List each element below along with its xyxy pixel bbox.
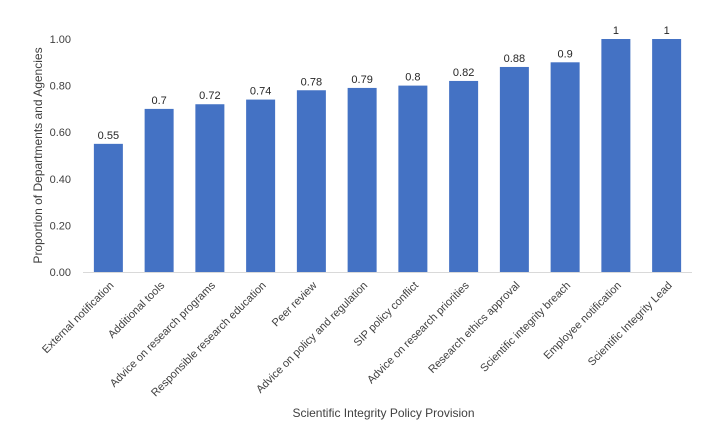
y-tick-label: 0.80: [50, 81, 71, 93]
category-label: Advice on research programs: [108, 279, 218, 389]
bar: [195, 104, 225, 273]
bar: [499, 66, 529, 273]
y-tick-label: 0.60: [50, 127, 71, 139]
category-label: External notification: [40, 280, 116, 356]
bar: [449, 80, 479, 272]
data-label: 0.7: [151, 95, 166, 107]
category-label: Responsible research education: [149, 280, 269, 400]
data-label: 0.79: [351, 74, 372, 86]
bar: [144, 108, 174, 273]
y-axis-title: Proportion of Departments and Agencies: [31, 47, 45, 263]
bar: [246, 99, 276, 272]
category-label: Peer review: [270, 280, 320, 330]
data-labels: 0.55 0.7 0.72 0.74 0.78 0.79 0.8 0.82 0.88 0.9 1 1: [98, 25, 670, 142]
data-label: 0.8: [405, 72, 420, 84]
bar: [550, 62, 580, 272]
data-label: 0.74: [250, 86, 271, 98]
bar: [652, 39, 682, 272]
y-tick-label: 0.40: [50, 174, 71, 186]
y-tick-label: 0.20: [50, 220, 71, 232]
data-label: 0.55: [98, 130, 119, 142]
x-axis-title: Scientific Integrity Policy Provision: [292, 406, 474, 420]
data-label: 0.82: [453, 67, 474, 79]
data-label: 1: [613, 25, 619, 37]
data-label: 0.9: [557, 48, 572, 60]
bar: [347, 87, 377, 273]
data-label: 0.72: [199, 90, 220, 102]
category-label: Research ethics approval: [426, 280, 522, 376]
y-axis-ticks: 0.00 0.20 0.40 0.60 0.80 1.00: [50, 34, 71, 279]
category-label: Scientific integrity breach: [478, 280, 573, 375]
category-label: Scientific Integrity Lead: [586, 280, 675, 369]
bar: [93, 143, 123, 272]
data-label: 0.78: [301, 76, 322, 88]
bar: [601, 39, 631, 272]
y-tick-label: 1.00: [50, 34, 71, 46]
bars: [93, 39, 682, 273]
category-label: Advice on policy and regulation: [254, 280, 370, 396]
data-label: 0.88: [504, 53, 525, 65]
bar: [296, 90, 326, 272]
category-label: Advice on research priorities: [365, 279, 472, 386]
bar: [398, 85, 428, 272]
data-label: 1: [664, 25, 670, 37]
y-tick-label: 0.00: [50, 267, 71, 279]
